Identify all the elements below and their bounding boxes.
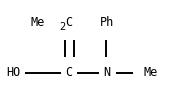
Text: C: C [66,66,73,79]
Text: C: C [66,16,73,29]
Text: N: N [104,66,111,79]
Text: 2: 2 [59,22,65,32]
Text: Ph: Ph [100,16,114,29]
Text: HO: HO [7,66,21,79]
Text: Me: Me [31,16,45,29]
Text: Me: Me [143,66,158,79]
